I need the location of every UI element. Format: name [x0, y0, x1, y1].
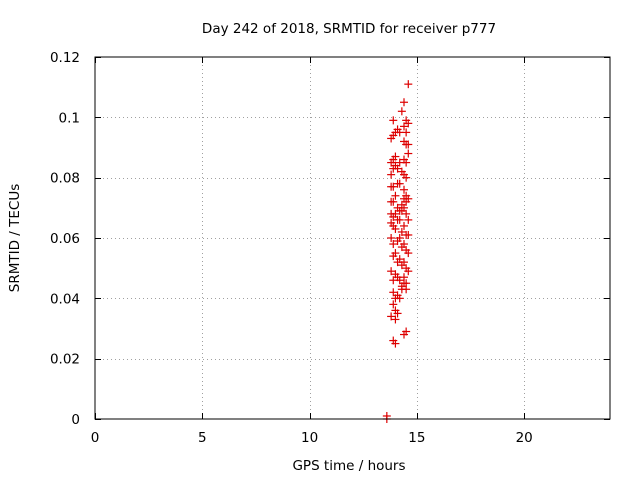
y-tick-label: 0.06: [50, 231, 80, 247]
plot-frame: [94, 56, 611, 420]
tick-labels: 0 5 10 15 20 0 0.02 0.04 0.06 0.08 0.1 0.12: [50, 50, 533, 446]
y-tick-label: 0.1: [59, 110, 80, 126]
data-point: [402, 173, 411, 182]
x-tick-label: 0: [91, 430, 100, 446]
data-point: [404, 267, 413, 276]
y-axis-label: SRMTID / TECUs: [7, 184, 23, 292]
data-point: [389, 252, 398, 261]
data-point: [400, 221, 408, 230]
data-point: [391, 339, 400, 348]
data-point: [389, 197, 398, 206]
data-point: [402, 197, 411, 206]
data-point: [387, 134, 396, 143]
data-point: [389, 288, 398, 297]
data-point: [402, 128, 411, 137]
data-point: [391, 191, 400, 200]
data-point: [404, 249, 413, 258]
y-tick-label: 0.12: [50, 50, 80, 66]
chart-title: Day 242 of 2018, SRMTID for receiver p77…: [202, 21, 496, 37]
data-point: [387, 312, 396, 321]
data-point: [402, 140, 411, 149]
data-point: [397, 243, 406, 252]
data-point: [400, 273, 408, 282]
data-point: [389, 300, 398, 309]
y-tick-label: 0.02: [50, 352, 80, 368]
data-point: [397, 227, 406, 236]
data-point: [400, 330, 408, 339]
data-point: [400, 122, 408, 131]
data-point: [402, 279, 411, 288]
data-point: [395, 294, 404, 303]
x-tick-label: 20: [516, 430, 533, 446]
x-tick-label: 15: [408, 430, 425, 446]
data-point: [387, 170, 396, 179]
data-point: [400, 185, 408, 194]
x-axis-label: GPS time / hours: [292, 458, 405, 474]
data-point: [402, 209, 411, 218]
data-point: [395, 158, 404, 167]
data-point: [397, 285, 406, 294]
y-tick-label: 0.08: [50, 171, 80, 187]
data-point: [400, 203, 408, 212]
data-point: [389, 116, 398, 125]
data-point: [391, 224, 400, 233]
data-point: [404, 149, 413, 158]
data-point: [404, 215, 413, 224]
data-point: [389, 240, 398, 249]
data-point: [397, 261, 406, 270]
data-points: [382, 80, 413, 423]
data-point: [397, 107, 406, 116]
data-point: [404, 119, 413, 128]
data-point: [400, 98, 408, 107]
data-point: [404, 80, 413, 89]
data-point: [389, 182, 398, 191]
data-point: [391, 315, 400, 324]
data-point: [395, 215, 404, 224]
data-point: [404, 230, 413, 239]
data-point: [389, 212, 398, 221]
data-point: [387, 234, 396, 242]
data-point: [391, 128, 400, 137]
x-tick-label: 10: [301, 430, 318, 446]
data-point: [393, 309, 402, 318]
x-tick-label: 5: [198, 430, 207, 446]
data-point: [387, 267, 396, 276]
data-point: [395, 179, 404, 188]
data-point: [393, 237, 402, 246]
y-tick-label: 0.04: [50, 291, 80, 307]
data-point: [391, 152, 400, 161]
data-point: [387, 158, 396, 167]
data-point: [395, 276, 404, 285]
data-point: [389, 164, 398, 173]
y-tick-label: 0: [71, 412, 80, 428]
grid-lines: [95, 57, 610, 419]
